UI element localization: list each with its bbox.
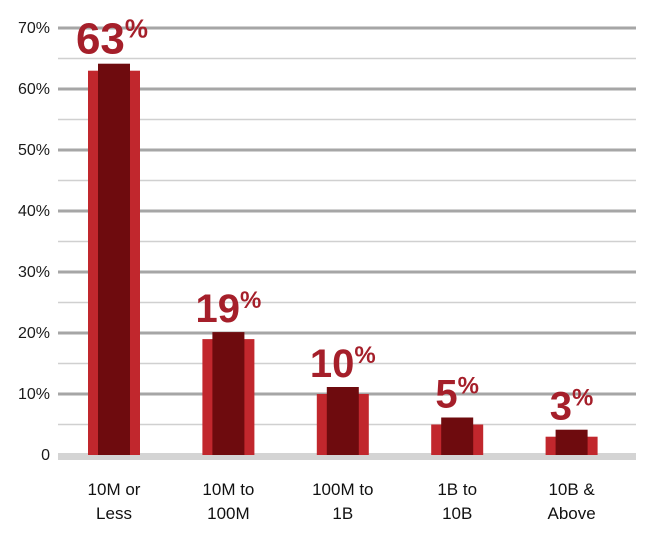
x-axis: 10M or Less 10M to 100M 100M to 1B 1B to 10B 10B… xyxy=(88,480,596,523)
value-percent: % xyxy=(572,385,593,412)
x-category-line: 10M to xyxy=(202,480,254,499)
value-label: 5% xyxy=(435,373,479,417)
x-category-line: 10M or xyxy=(88,480,141,499)
value-percent: % xyxy=(458,373,479,400)
value-number: 63 xyxy=(76,15,125,64)
x-category-line: Above xyxy=(547,504,595,523)
value-percent: % xyxy=(125,14,148,44)
value-label: 19% xyxy=(195,287,261,331)
y-tick-label: 70% xyxy=(18,20,50,37)
x-category-line: 1B xyxy=(332,504,353,523)
bar-inner xyxy=(441,417,474,455)
y-tick-label: 10% xyxy=(18,386,50,403)
bar-inner xyxy=(212,332,245,455)
value-number: 10 xyxy=(310,342,355,386)
value-percent: % xyxy=(240,287,261,314)
x-category-label: 10B & Above xyxy=(547,480,595,523)
y-tick-label: 50% xyxy=(18,142,50,159)
x-category-line: Less xyxy=(96,504,132,523)
baseline xyxy=(58,453,636,460)
x-category-line: 100M xyxy=(207,504,250,523)
y-axis: 0 10% 20% 30% 40% 50% 60% 70% xyxy=(18,20,50,464)
y-tick-label: 30% xyxy=(18,264,50,281)
x-category-label: 10M to 100M xyxy=(202,480,254,523)
bar-inner xyxy=(326,387,359,455)
x-category-line: 10B xyxy=(442,504,472,523)
value-label: 3% xyxy=(550,385,594,429)
x-category-line: 10B & xyxy=(548,480,595,499)
x-category-label: 100M to 1B xyxy=(312,480,373,523)
bar-inner xyxy=(555,429,588,455)
value-number: 5 xyxy=(435,373,457,417)
y-tick-label: 20% xyxy=(18,325,50,342)
x-category-label: 1B to 10B xyxy=(437,480,477,523)
y-tick-label: 60% xyxy=(18,81,50,98)
x-category-line: 100M to xyxy=(312,480,373,499)
x-category-line: 1B to xyxy=(437,480,477,499)
value-number: 3 xyxy=(550,385,572,429)
x-category-label: 10M or Less xyxy=(88,480,141,523)
gridlines xyxy=(58,26,636,460)
value-label: 63% xyxy=(76,14,148,64)
y-tick-label: 0 xyxy=(41,447,50,464)
y-tick-label: 40% xyxy=(18,203,50,220)
value-labels: 63%19%10%5% 3% xyxy=(76,14,593,429)
bars xyxy=(88,63,598,455)
value-label: 10% xyxy=(310,342,376,386)
value-number: 19 xyxy=(195,287,240,331)
value-percent: % xyxy=(354,342,375,369)
bar-inner xyxy=(98,63,130,455)
